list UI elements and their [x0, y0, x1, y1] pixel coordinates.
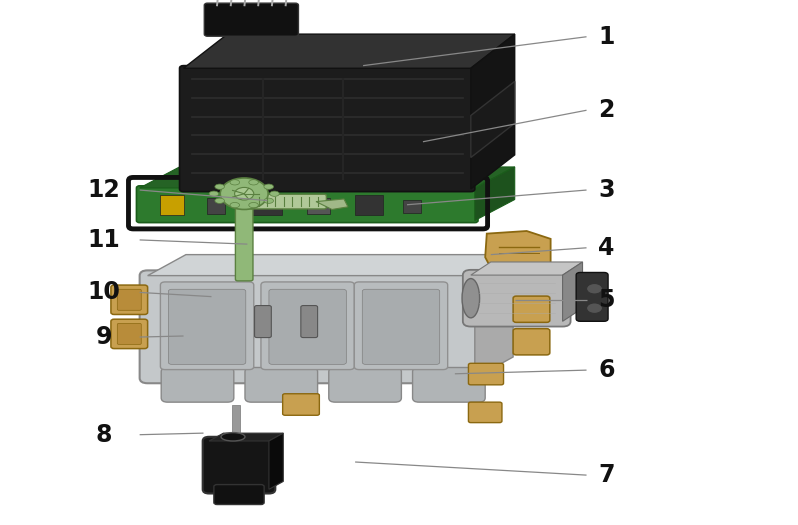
- Polygon shape: [563, 262, 583, 321]
- Polygon shape: [184, 34, 515, 68]
- FancyBboxPatch shape: [235, 202, 253, 281]
- Polygon shape: [316, 199, 348, 209]
- Ellipse shape: [215, 184, 224, 190]
- Polygon shape: [475, 167, 515, 220]
- Polygon shape: [269, 433, 283, 489]
- FancyBboxPatch shape: [204, 3, 298, 36]
- FancyBboxPatch shape: [468, 363, 504, 385]
- FancyBboxPatch shape: [413, 368, 485, 402]
- Ellipse shape: [462, 279, 480, 318]
- FancyBboxPatch shape: [168, 289, 246, 364]
- FancyBboxPatch shape: [301, 306, 318, 338]
- FancyBboxPatch shape: [250, 194, 326, 209]
- Ellipse shape: [230, 180, 239, 185]
- Text: 2: 2: [598, 98, 614, 122]
- Polygon shape: [209, 433, 283, 441]
- Text: 8: 8: [96, 423, 112, 447]
- Text: 5: 5: [598, 288, 614, 312]
- Text: 3: 3: [598, 178, 614, 202]
- FancyBboxPatch shape: [329, 368, 401, 402]
- FancyBboxPatch shape: [282, 394, 319, 415]
- Bar: [355, 195, 383, 215]
- Polygon shape: [471, 81, 515, 158]
- Bar: [207, 198, 225, 214]
- Polygon shape: [148, 255, 513, 276]
- FancyBboxPatch shape: [463, 270, 571, 327]
- FancyBboxPatch shape: [111, 285, 148, 314]
- Text: 9: 9: [96, 325, 112, 349]
- Bar: [403, 200, 421, 213]
- Text: 12: 12: [87, 178, 120, 202]
- Text: 1: 1: [598, 25, 614, 49]
- Ellipse shape: [221, 433, 245, 441]
- FancyBboxPatch shape: [160, 282, 254, 370]
- FancyBboxPatch shape: [513, 296, 550, 322]
- Polygon shape: [140, 167, 515, 188]
- Text: 7: 7: [598, 463, 614, 487]
- Bar: [231, 405, 239, 434]
- Ellipse shape: [230, 203, 239, 208]
- Circle shape: [220, 178, 268, 209]
- Ellipse shape: [249, 203, 259, 208]
- FancyBboxPatch shape: [255, 306, 271, 338]
- Circle shape: [235, 187, 254, 200]
- FancyBboxPatch shape: [117, 289, 141, 310]
- FancyBboxPatch shape: [136, 186, 478, 223]
- FancyBboxPatch shape: [576, 272, 608, 321]
- Ellipse shape: [209, 191, 219, 196]
- FancyBboxPatch shape: [117, 323, 141, 344]
- FancyBboxPatch shape: [513, 329, 550, 355]
- FancyBboxPatch shape: [140, 270, 483, 383]
- Polygon shape: [471, 262, 583, 275]
- Bar: [160, 195, 184, 215]
- Polygon shape: [485, 231, 551, 270]
- Circle shape: [587, 284, 602, 294]
- FancyBboxPatch shape: [111, 319, 148, 349]
- FancyBboxPatch shape: [214, 485, 264, 505]
- Ellipse shape: [264, 184, 274, 190]
- Ellipse shape: [270, 191, 279, 196]
- Text: 10: 10: [87, 280, 120, 304]
- Text: 11: 11: [87, 228, 120, 252]
- FancyBboxPatch shape: [468, 402, 502, 423]
- Bar: [251, 194, 282, 215]
- FancyBboxPatch shape: [269, 289, 346, 364]
- Polygon shape: [475, 255, 513, 378]
- Ellipse shape: [249, 180, 259, 185]
- FancyBboxPatch shape: [161, 368, 234, 402]
- Circle shape: [587, 303, 602, 313]
- FancyBboxPatch shape: [354, 282, 448, 370]
- FancyBboxPatch shape: [180, 66, 475, 192]
- FancyBboxPatch shape: [261, 282, 354, 370]
- FancyBboxPatch shape: [203, 437, 275, 493]
- Ellipse shape: [215, 198, 224, 203]
- FancyBboxPatch shape: [362, 289, 440, 364]
- FancyBboxPatch shape: [245, 368, 318, 402]
- Text: 4: 4: [598, 236, 614, 260]
- Polygon shape: [471, 34, 515, 189]
- Bar: [307, 198, 330, 214]
- Ellipse shape: [264, 198, 274, 203]
- Text: 6: 6: [598, 358, 614, 382]
